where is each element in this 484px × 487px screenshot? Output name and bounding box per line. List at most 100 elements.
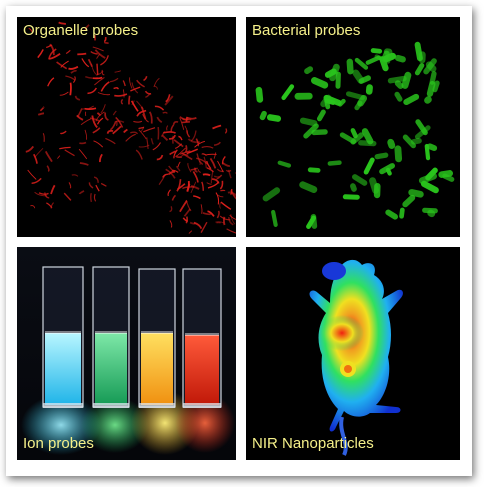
mitochondrion-mark	[172, 120, 179, 125]
mitochondrion-mark	[30, 205, 36, 209]
mitochondrion-mark	[112, 125, 122, 135]
mitochondrion-mark	[79, 162, 89, 166]
mitochondrion-mark	[206, 167, 214, 173]
mitochondrion-mark	[193, 195, 201, 200]
bacterium-mark	[358, 140, 377, 147]
bacterium-mark	[438, 170, 454, 178]
bacterium-mark	[402, 134, 416, 149]
mitochondrion-mark	[195, 138, 200, 147]
panel-label: Ion probes	[23, 435, 94, 452]
mitochondrion-mark	[112, 110, 117, 116]
bacterium-mark	[358, 75, 371, 84]
bacterium-mark	[420, 180, 439, 194]
mitochondrion-mark	[202, 212, 212, 216]
mitochondrion-mark	[192, 171, 199, 183]
bacterium-mark	[387, 75, 407, 84]
mitochondrion-mark	[205, 153, 217, 156]
mitochondrion-mark	[170, 124, 175, 132]
mitochondrion-mark	[104, 112, 109, 121]
mitochondrion-mark	[206, 160, 212, 170]
mitochondrion-mark	[105, 137, 116, 145]
mitochondrion-mark	[44, 151, 53, 163]
mitochondrion-mark	[230, 213, 236, 225]
mitochondrion-mark	[25, 145, 35, 153]
mitochondrion-mark	[169, 206, 173, 213]
mitochondrion-mark	[197, 168, 201, 174]
mitochondrion-mark	[49, 52, 61, 60]
mitochondrion-mark	[153, 85, 158, 90]
mitochondrion-mark	[84, 24, 90, 31]
bacterium-mark	[311, 129, 328, 136]
bacterium-mark	[354, 57, 369, 70]
bacterium-mark	[394, 54, 406, 63]
bacterium-mark	[414, 125, 431, 140]
mitochondrion-mark	[89, 117, 100, 122]
mitochondrion-mark	[131, 82, 139, 94]
mitochondrion-mark	[210, 170, 214, 184]
bacterium-mark	[374, 152, 389, 160]
mitochondrion-mark	[72, 76, 76, 83]
bacterium-mark	[335, 71, 341, 89]
mitochondrion-mark	[216, 210, 220, 219]
mitochondrion-mark	[95, 111, 105, 122]
bacterium-mark	[385, 167, 392, 176]
bacterium-mark	[299, 181, 318, 193]
mitochondrion-mark	[229, 214, 236, 220]
mitochondrion-mark	[175, 155, 183, 159]
mitochondrion-mark	[158, 173, 167, 186]
mitochondrion-mark	[59, 146, 71, 150]
mitochondrion-mark	[94, 49, 106, 59]
mitochondrion-mark	[154, 105, 165, 111]
bacterium-mark	[316, 109, 326, 122]
mitochondrion-mark	[103, 42, 109, 44]
mitochondrion-mark	[186, 180, 190, 192]
mitochondrion-mark	[227, 169, 232, 179]
bacterium-mark	[394, 91, 403, 102]
mitochondrion-mark	[50, 202, 54, 209]
mitochondrion-mark	[186, 130, 191, 138]
mitochondrion-mark	[138, 126, 145, 130]
mitochondrion-mark	[193, 221, 203, 230]
mitochondrion-mark	[46, 44, 53, 48]
mitochondrion-mark	[219, 215, 231, 221]
mitochondrion-mark	[56, 61, 68, 70]
bacterium-mark	[370, 48, 383, 54]
mitochondrion-mark	[215, 192, 220, 205]
mitochondrion-mark	[136, 79, 145, 88]
mitochondrion-mark	[56, 155, 61, 159]
mitochondrion-mark	[206, 182, 212, 185]
bacterium-mark	[402, 194, 416, 208]
mitochondrion-mark	[136, 109, 147, 117]
mitochondrion-mark	[156, 116, 163, 124]
mitochondrion-mark	[212, 124, 222, 130]
mitochondrion-mark	[207, 181, 220, 189]
figure-frame: Organelle probes Bacterial probes	[6, 6, 472, 476]
mitochondrion-mark	[165, 94, 171, 103]
mitochondrion-mark	[60, 60, 69, 68]
mitochondrion-mark	[123, 128, 128, 134]
mitochondrion-mark	[128, 95, 131, 105]
mitochondrion-mark	[148, 111, 153, 124]
mitochondrion-mark	[130, 100, 139, 112]
mitochondrion-mark	[217, 194, 224, 198]
mitochondrion-mark	[194, 167, 198, 173]
bacterium-mark	[324, 68, 337, 78]
mitochondrion-mark	[184, 145, 188, 153]
bacterium-mark	[271, 209, 278, 227]
mitochondrion-mark	[50, 184, 56, 195]
bacterium-mark	[383, 48, 393, 56]
mitochondrion-mark	[78, 190, 85, 195]
mitochondrion-mark	[212, 178, 220, 184]
bacterium-mark	[350, 128, 358, 139]
mitochondrion-mark	[84, 107, 97, 110]
mitochondrion-mark	[74, 95, 81, 101]
mitochondrion-mark	[182, 186, 194, 190]
mitochondrion-mark	[88, 105, 95, 109]
panel-label: NIR Nanoparticles	[252, 435, 374, 452]
mitochondrion-mark	[115, 116, 124, 128]
bacterium-mark	[262, 187, 281, 202]
bacterium-mark	[403, 93, 420, 106]
mitochondrion-mark	[201, 181, 205, 191]
mitochondrion-mark	[77, 52, 87, 56]
bacterium-mark	[373, 183, 381, 199]
